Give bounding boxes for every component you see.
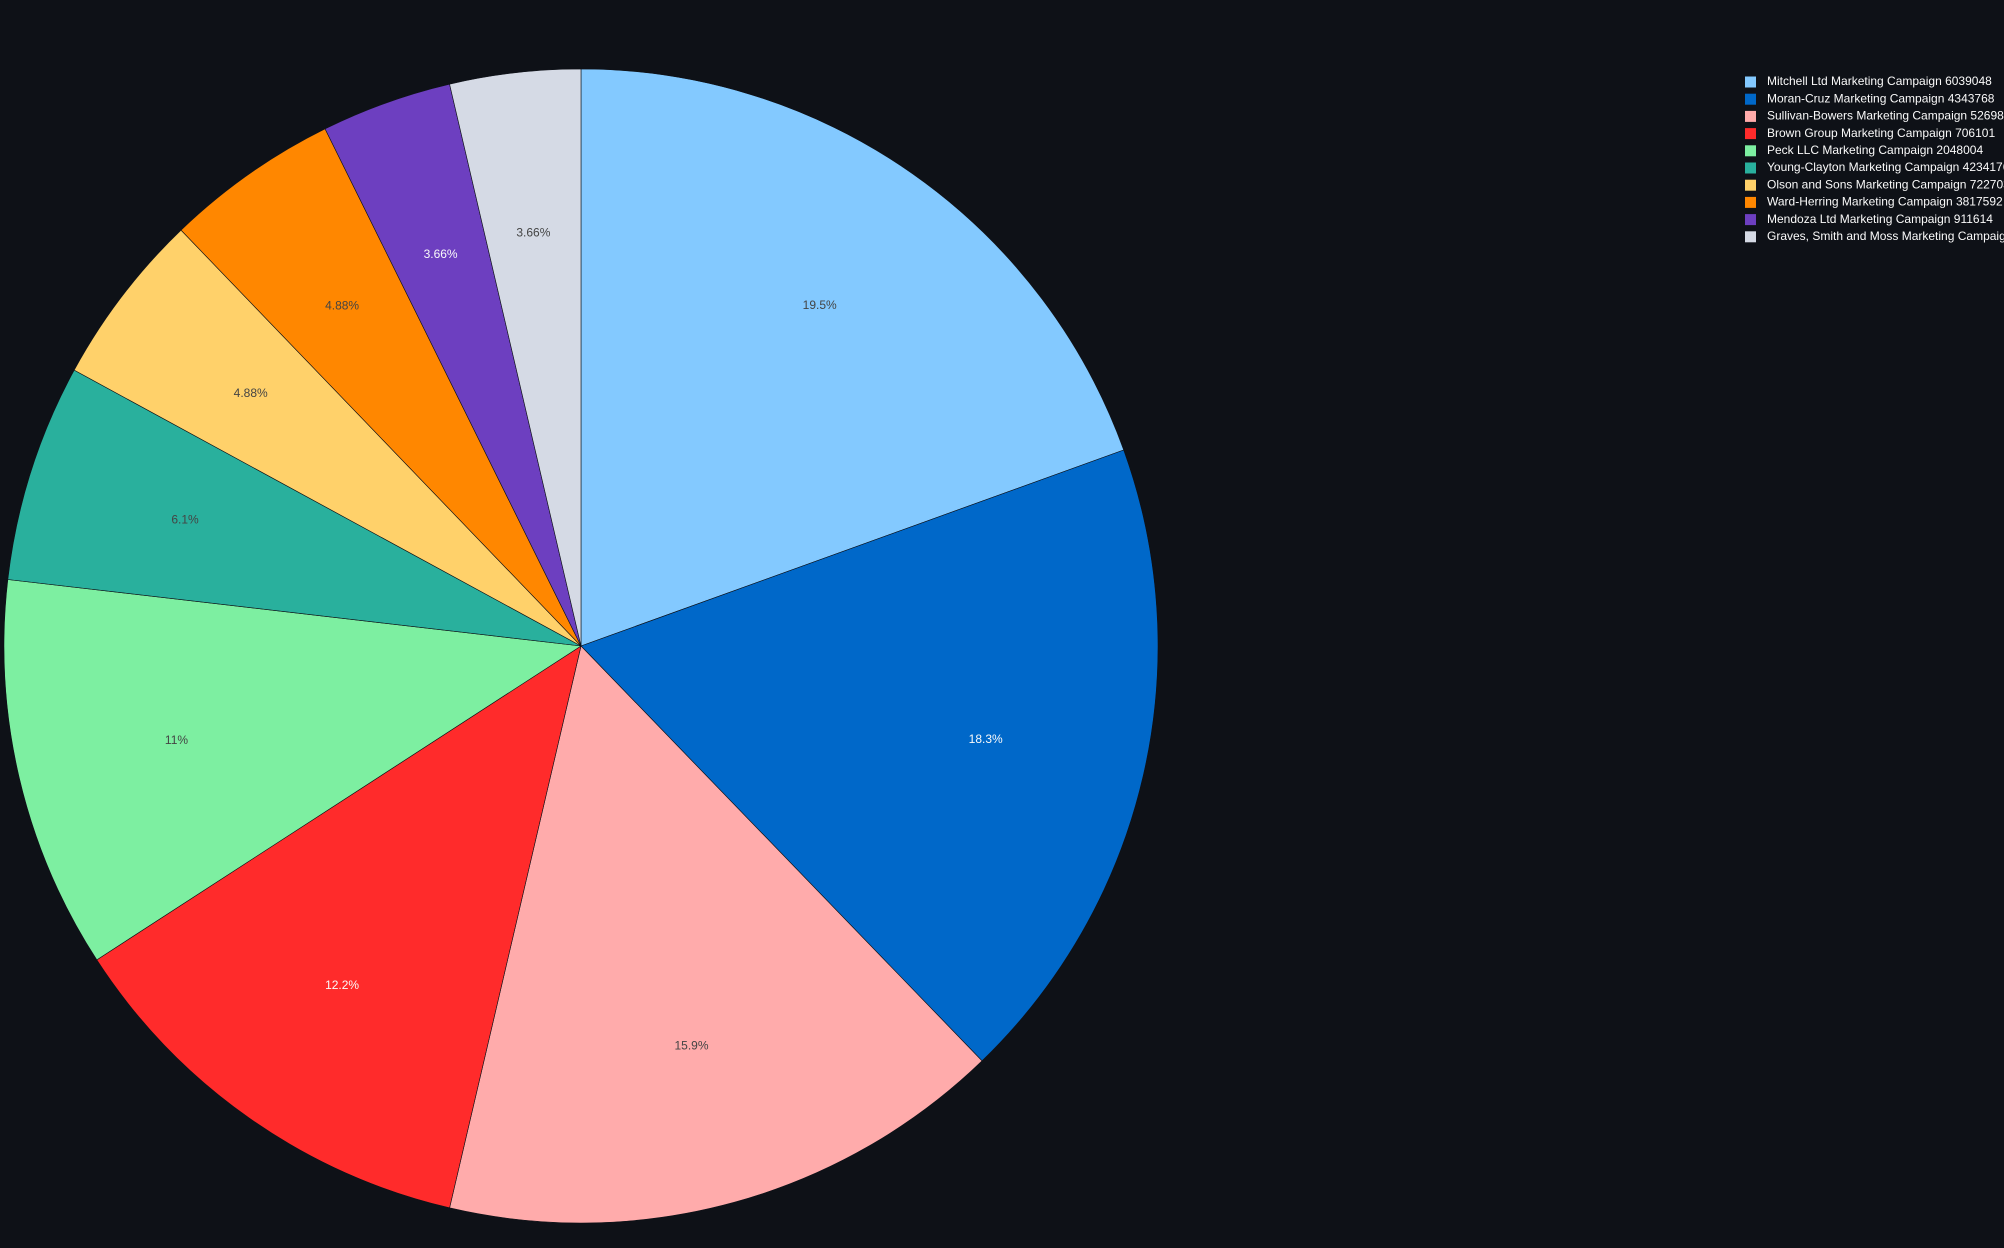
legend-swatch-8: [1745, 196, 1756, 208]
pie-slice-label-2: 18.3%: [969, 732, 1003, 746]
legend-item-8[interactable]: Ward-Herring Marketing Campaign 3817592: [1745, 195, 2003, 209]
legend-item-9[interactable]: Mendoza Ltd Marketing Campaign 911614: [1745, 212, 1993, 226]
legend-label-1: Mitchell Ltd Marketing Campaign 6039048: [1767, 74, 1992, 88]
legend-item-1[interactable]: Mitchell Ltd Marketing Campaign 6039048: [1745, 74, 1992, 88]
legend-label-10: Graves, Smith and Moss Marketing Campaig…: [1767, 229, 2004, 243]
legend-swatch-6: [1745, 162, 1756, 174]
pie-slice-label-8: 4.88%: [325, 298, 359, 312]
legend-swatch-7: [1745, 179, 1756, 191]
legend-item-4[interactable]: Brown Group Marketing Campaign 706101: [1745, 126, 1995, 140]
legend-item-7[interactable]: Olson and Sons Marketing Campaign 722703: [1745, 177, 2004, 191]
legend-swatch-1: [1745, 76, 1756, 88]
legend-label-4: Brown Group Marketing Campaign 706101: [1767, 126, 1995, 140]
pie-slice-label-5: 11%: [165, 733, 188, 747]
pie-slice-1[interactable]: [580, 68, 1125, 647]
legend-label-8: Ward-Herring Marketing Campaign 3817592: [1767, 195, 2003, 209]
legend-item-2[interactable]: Moran-Cruz Marketing Campaign 4343768: [1745, 91, 1995, 105]
pie-slice-7[interactable]: [73, 229, 582, 647]
legend: Mitchell Ltd Marketing Campaign 6039048 M…: [1745, 74, 2004, 243]
legend-item-5[interactable]: Peck LLC Marketing Campaign 2048004: [1745, 143, 1983, 157]
pie-slice-label-7: 4.88%: [234, 386, 268, 400]
pie-slice-label-4: 12.2%: [325, 978, 359, 992]
pie-slice-10[interactable]: [449, 68, 582, 647]
legend-item-3[interactable]: Sullivan-Bowers Marketing Campaign 52698: [1745, 109, 2004, 123]
pie-slice-label-3: 15.9%: [674, 1039, 708, 1053]
legend-label-7: Olson and Sons Marketing Campaign 722703: [1767, 177, 2004, 191]
pie-slice-label-1: 19.5%: [803, 298, 837, 312]
legend-swatch-4: [1745, 128, 1756, 140]
pie-slice-5[interactable]: [3, 579, 582, 961]
pie-slices: [3, 68, 1159, 1224]
pie-slice-label-9: 3.66%: [424, 247, 458, 261]
legend-label-5: Peck LLC Marketing Campaign 2048004: [1767, 143, 1983, 157]
legend-label-3: Sullivan-Bowers Marketing Campaign 52698: [1767, 109, 2004, 123]
pie-slice-3[interactable]: [449, 645, 983, 1224]
pie-slice-label-6: 6.1%: [171, 513, 199, 527]
pie-slice-8[interactable]: [180, 128, 582, 647]
legend-swatch-5: [1745, 145, 1756, 157]
pie-slice-label-10: 3.66%: [516, 225, 550, 239]
legend-swatch-9: [1745, 214, 1756, 226]
pie-slice-4[interactable]: [96, 645, 582, 1209]
legend-label-2: Moran-Cruz Marketing Campaign 4343768: [1767, 91, 1995, 105]
legend-item-10[interactable]: Graves, Smith and Moss Marketing Campaig…: [1745, 229, 2004, 243]
legend-item-6[interactable]: Young-Clayton Marketing Campaign 4234176: [1745, 160, 2004, 174]
legend-label-9: Mendoza Ltd Marketing Campaign 911614: [1767, 212, 1993, 226]
pie-slice-6[interactable]: [7, 369, 582, 647]
pie-slice-2[interactable]: [580, 449, 1159, 1062]
legend-swatch-10: [1745, 231, 1756, 243]
legend-label-6: Young-Clayton Marketing Campaign 4234176: [1767, 160, 2004, 174]
legend-swatch-3: [1745, 110, 1756, 122]
legend-swatch-2: [1745, 93, 1756, 105]
pie-slice-labels: 19.5% 18.3% 15.9% 12.2% 11% 6.1% 4.88% 4.88% 3.6…: [165, 225, 1003, 1052]
